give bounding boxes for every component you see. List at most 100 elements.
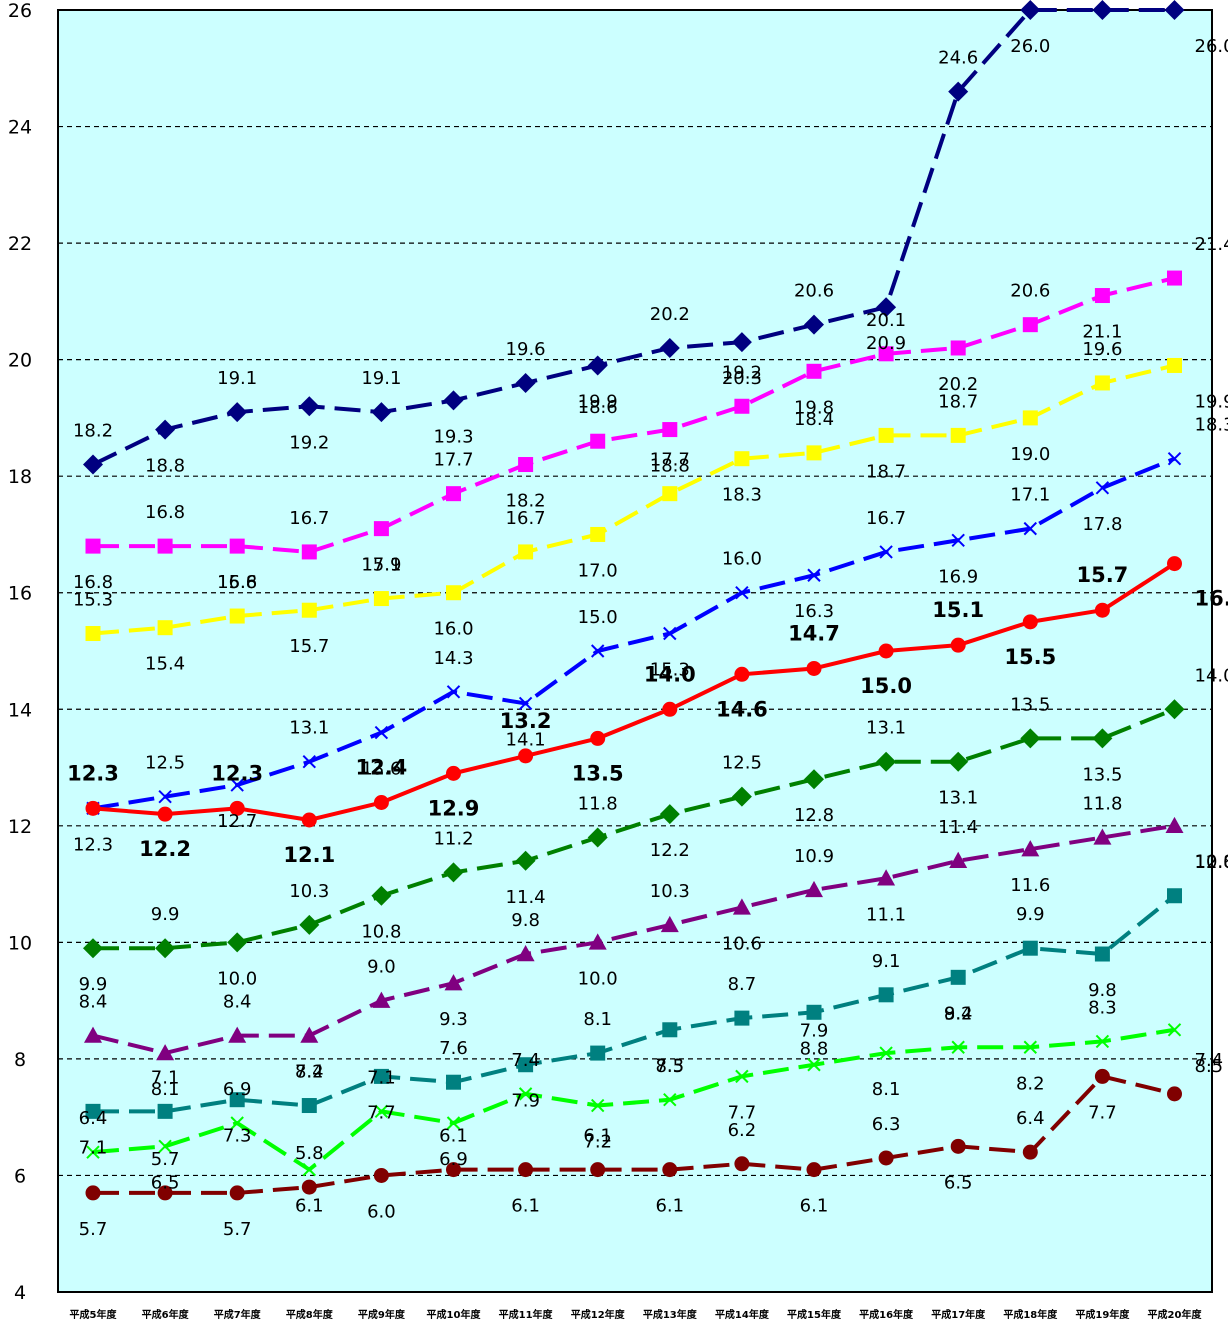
data-point [1023,410,1038,425]
data-label: 10.3 [289,881,329,902]
data-label: 7.9 [511,1091,540,1112]
x-tick-label: 平成8年度 [286,1308,334,1321]
x-tick-label: 平成13年度 [643,1308,698,1321]
data-point [230,609,245,624]
data-point [374,1168,389,1183]
data-label: 13.5 [572,761,624,785]
data-point [446,486,461,501]
data-point [374,795,389,810]
data-label: 19.6 [506,339,546,360]
data-label: 9.9 [1016,904,1045,925]
data-point [807,445,822,460]
data-label: 12.5 [722,753,762,774]
data-label: 18.6 [578,397,618,418]
data-point [1167,888,1182,903]
x-tick-label: 平成16年度 [859,1308,914,1321]
data-point [1023,614,1038,629]
data-point [662,1022,677,1037]
data-label: 16.7 [866,508,906,529]
data-label: 17.1 [1010,485,1050,506]
x-axis: 平成5年度平成6年度平成7年度平成8年度平成9年度平成10年度平成11年度平成1… [70,1308,1203,1321]
data-point [590,1162,605,1177]
data-point [446,766,461,781]
data-label: 14.0 [1195,665,1228,686]
data-point [807,1162,822,1177]
data-label: 5.7 [151,1149,180,1170]
data-label: 6.3 [872,1114,901,1135]
data-label: 17.8 [1082,514,1122,535]
y-tick-label: 26 [8,0,32,22]
data-point [879,987,894,1002]
data-point [1167,556,1182,571]
data-point [1023,1145,1038,1160]
data-point [518,1162,533,1177]
data-label: 11.1 [866,904,906,925]
x-tick-label: 平成20年度 [1148,1308,1203,1321]
data-point [1023,941,1038,956]
data-label: 7.1 [151,1067,180,1088]
data-label: 10.9 [794,846,834,867]
data-point [518,457,533,472]
data-point [158,620,173,635]
data-label: 15.6 [217,572,257,593]
data-point [662,422,677,437]
data-label: 10.8 [1195,852,1228,873]
x-tick-label: 平成10年度 [427,1308,482,1321]
data-label: 8.7 [728,974,757,995]
data-label: 7.1 [79,1137,108,1158]
data-point [1095,1069,1110,1084]
data-point [879,644,894,659]
data-label: 16.7 [289,508,329,529]
y-tick-label: 22 [8,233,32,255]
data-label: 7.3 [655,1056,684,1077]
x-tick-label: 平成5年度 [70,1308,118,1321]
data-label: 18.7 [938,391,978,412]
data-point [302,812,317,827]
data-label: 7.2 [295,1062,324,1083]
data-label: 10.0 [578,968,618,989]
data-label: 15.3 [73,590,113,611]
data-label: 15.7 [289,636,329,657]
y-tick-label: 4 [14,1282,26,1304]
data-label: 20.6 [794,281,834,302]
data-point [807,1005,822,1020]
data-label: 14.3 [433,648,473,669]
data-label: 8.1 [872,1079,901,1100]
data-point [302,603,317,618]
data-point [1095,288,1110,303]
data-point [86,801,101,816]
data-label: 6.9 [439,1149,468,1170]
data-label: 10.0 [217,968,257,989]
data-point [230,1185,245,1200]
data-point [302,1098,317,1113]
data-label: 9.9 [151,904,180,925]
data-point [951,638,966,653]
data-label: 17.7 [433,450,473,471]
data-label: 18.3 [1195,415,1228,436]
data-label: 8.2 [944,1003,973,1024]
data-point [158,807,173,822]
data-label: 5.8 [295,1143,324,1164]
data-label: 9.1 [872,951,901,972]
data-point [86,626,101,641]
data-label: 16.7 [506,508,546,529]
data-label: 9.0 [367,957,396,978]
data-point [446,1075,461,1090]
data-label: 7.3 [223,1126,252,1147]
data-point [807,661,822,676]
data-label: 8.2 [1016,1073,1045,1094]
data-label: 6.1 [655,1196,684,1217]
y-tick-label: 24 [8,117,32,139]
data-point [1023,317,1038,332]
data-point [734,399,749,414]
data-point [86,1185,101,1200]
data-label: 7.1 [367,1067,396,1088]
data-label: 18.3 [722,485,762,506]
x-tick-label: 平成18年度 [1003,1308,1058,1321]
data-label: 5.7 [79,1219,108,1240]
data-point [86,539,101,554]
data-point [518,544,533,559]
